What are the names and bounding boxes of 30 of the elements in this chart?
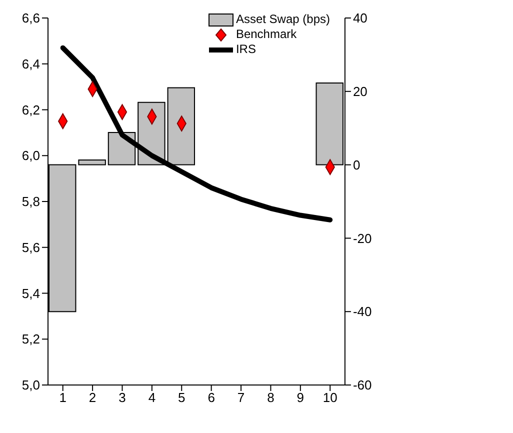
y2-tick-label: -20	[352, 230, 372, 246]
y-tick-label: 5,2	[22, 332, 40, 347]
bar	[78, 160, 106, 166]
y2-tick-label: -60	[352, 378, 372, 393]
y-tick-label: 6,6	[22, 10, 40, 26]
x-tick-label: 4	[148, 390, 156, 406]
legend-label: IRS	[236, 42, 256, 57]
x-tick-label: 1	[59, 390, 66, 406]
y-tick-label: 5,0	[22, 378, 40, 393]
y2-tick-label: 0	[352, 157, 360, 172]
x-tick-label: 8	[267, 390, 274, 406]
x-tick-label: 3	[118, 390, 126, 406]
y-tick-label: 6,0	[22, 148, 40, 164]
bar	[167, 87, 196, 166]
x-tick-label: 5	[178, 390, 186, 406]
x-tick-label: 9	[296, 390, 304, 406]
y-tick-label: 5,6	[22, 240, 40, 255]
y2-tick-label: 40	[352, 10, 368, 26]
legend-label: Benchmark	[236, 27, 297, 42]
x-tick-label: 10	[322, 390, 338, 406]
y-tick-label: 5,4	[22, 286, 40, 301]
y2-tick-label: -40	[352, 304, 372, 320]
y-tick-label: 6,2	[22, 102, 40, 118]
x-tick-label: 2	[88, 390, 96, 406]
y2-tick-label: 20	[352, 84, 368, 100]
y-tick-label: 6,4	[22, 56, 40, 72]
x-tick-label: 7	[237, 390, 245, 406]
legend-label: Asset Swap (bps)	[236, 12, 330, 27]
x-tick-label: 6	[208, 390, 215, 406]
y-tick-label: 5,8	[22, 194, 40, 210]
